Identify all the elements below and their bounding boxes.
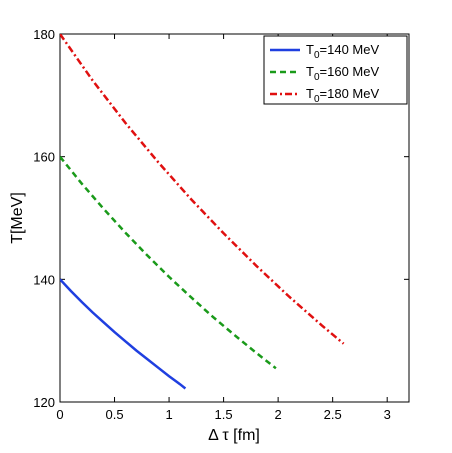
- x-tick-label: 3: [384, 407, 391, 422]
- legend-label-1: T0=140 MeV: [306, 42, 379, 61]
- x-tick-label: 2: [275, 407, 282, 422]
- y-tick-label: 180: [33, 27, 55, 42]
- tick-labels: 0 0.5 1 1.5 2 2.5 3 120 140 160 180: [33, 27, 391, 422]
- legend-label-2: T0=160 MeV: [306, 64, 379, 83]
- x-tick-label: 0.5: [105, 407, 123, 422]
- y-tick-label: 140: [33, 272, 55, 287]
- y-axis-title: T[MeV]: [9, 192, 26, 244]
- series-lines: [60, 34, 345, 390]
- y-tick-label: 120: [33, 395, 55, 410]
- legend: T0=140 MeV T0=160 MeV T0=180 MeV: [263, 35, 408, 105]
- legend-label-3: T0=180 MeV: [306, 86, 379, 105]
- legend-box: [263, 35, 408, 105]
- series-line-1: [60, 278, 187, 390]
- x-tick-label: 1: [165, 407, 172, 422]
- series-line-3: [60, 34, 345, 345]
- x-tick-label: 1.5: [215, 407, 233, 422]
- x-tick-label: 0: [56, 407, 63, 422]
- x-axis-title: Δ τ [fm]: [208, 427, 260, 444]
- y-tick-label: 160: [33, 150, 55, 165]
- x-tick-label: 2.5: [324, 407, 342, 422]
- series-line-2: [60, 155, 277, 370]
